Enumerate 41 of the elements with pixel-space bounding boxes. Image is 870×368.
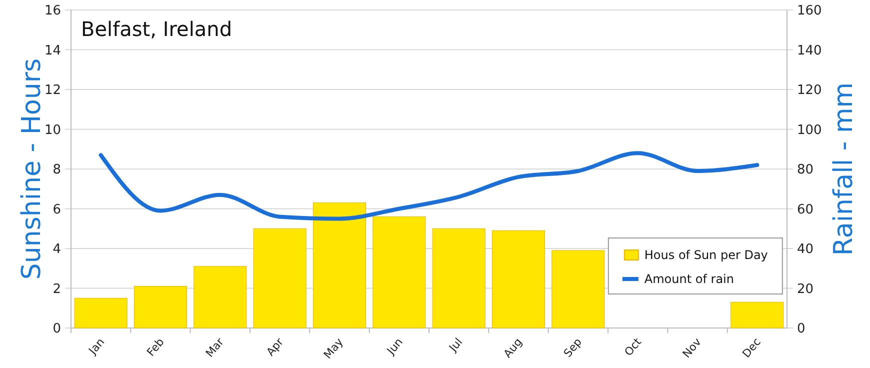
y2-tick-label: 140	[797, 43, 822, 58]
y-tick-label: 6	[52, 202, 61, 218]
line-series	[98, 151, 760, 221]
y-tick-label: 16	[44, 4, 61, 19]
y-axis-title: Sunshine - Hours	[17, 58, 47, 280]
bar	[730, 302, 784, 328]
bar	[372, 216, 426, 328]
legend-label: Amount of rain	[644, 272, 734, 286]
x-tick-label: Jan	[86, 336, 108, 358]
y-tick-label: 2	[52, 282, 61, 297]
x-tick-label: Jun	[384, 336, 406, 358]
bar	[552, 250, 605, 328]
y-tick-label: 4	[52, 242, 61, 258]
x-tick-label: Oct	[622, 335, 645, 359]
y2-tick-label: 80	[797, 162, 814, 178]
x-tick-label: Feb	[144, 336, 167, 359]
bar	[432, 228, 486, 328]
y2-tick-label: 100	[797, 122, 822, 138]
x-tick-label: Sep	[561, 336, 584, 360]
bar	[134, 286, 188, 328]
y-tick-label: 10	[44, 122, 61, 138]
y2-tick-label: 60	[797, 202, 814, 218]
y2-axis-title: Rainfall - mm	[829, 82, 859, 256]
bar	[492, 230, 546, 328]
y-tick-label: 8	[52, 162, 61, 178]
x-tick-label: Jul	[446, 336, 466, 355]
bar	[74, 298, 128, 328]
y-tick-label: 0	[52, 322, 61, 337]
y2-tick-label: 40	[797, 242, 814, 258]
x-tick-label: Apr	[264, 335, 286, 359]
y-tick-label: 12	[44, 83, 61, 98]
y2-tick-label: 160	[797, 4, 822, 19]
chart-title: Belfast, Ireland	[81, 17, 232, 41]
y2-tick-label: 120	[797, 83, 822, 98]
bar	[312, 202, 366, 328]
y2-tick-label: 0	[797, 322, 806, 337]
bar	[194, 266, 247, 328]
legend-label: Hous of Sun per Day	[644, 248, 768, 262]
y-tick-label: 14	[44, 43, 61, 58]
bar	[253, 228, 306, 328]
y2-tick-label: 20	[797, 282, 814, 297]
